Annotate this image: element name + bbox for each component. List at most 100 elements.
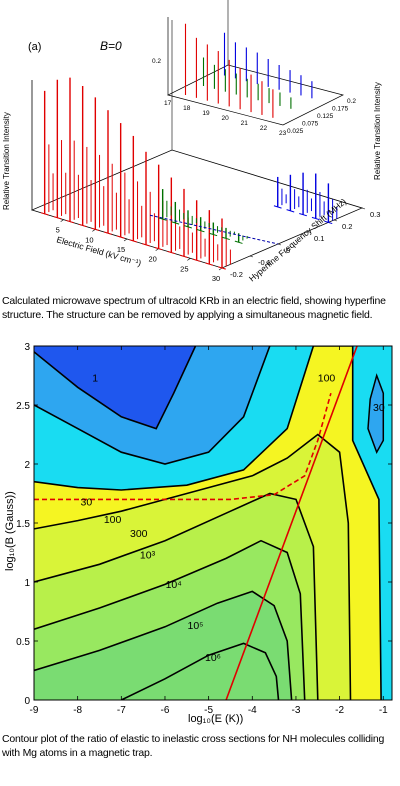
peak-base: [167, 250, 176, 255]
y-axis-label: log₁₀(B (Gauss)): [4, 491, 16, 571]
contour-label: 30: [81, 496, 93, 508]
peak-base: [78, 223, 87, 228]
peak-base: [104, 231, 112, 235]
contour-label: 10⁵: [188, 620, 204, 632]
inset-z-tick-label: 0.2: [152, 58, 161, 65]
x-tick: [60, 219, 64, 222]
x-tick-label: 5: [56, 226, 60, 235]
peak-base: [66, 219, 74, 224]
red-dashed-line: [34, 392, 332, 501]
z-axis-label: Relative Transition Intensity: [2, 112, 11, 210]
y-tick-label: 1: [24, 578, 30, 589]
y-tick: [305, 231, 310, 234]
x-tick-label: -4: [248, 705, 257, 716]
contour-label: 30: [373, 402, 385, 414]
contour-label: 10³: [140, 549, 156, 561]
panel-label: (a): [28, 41, 41, 53]
contour-line: [34, 346, 271, 465]
x-tick-label: -5: [204, 705, 213, 716]
x-tick-label: -1: [379, 705, 388, 716]
contour-plot: -9 -8 -7 -6 -5 -4 -3 -2 -1 0 0.5 1 1.5 2 2.5 3 1 100 30 30…: [4, 342, 393, 725]
y-tick-label: 0: [24, 696, 30, 707]
figure-b-caption: Contour plot of the ratio of elastic to …: [2, 733, 385, 759]
y-tick-label: 0.3: [370, 210, 380, 219]
peak-base: [222, 236, 230, 241]
y-tick-label: 1.5: [16, 519, 30, 530]
contour-line: [34, 590, 293, 700]
field-annotation: B=0: [100, 39, 122, 53]
inset-x-tick-label: 20: [222, 115, 230, 122]
y-tick-label: 0.1: [314, 234, 324, 243]
contour-label: 1: [92, 372, 98, 384]
peak-base: [154, 247, 163, 251]
fill-region: [367, 373, 385, 454]
y-tick-label: 0.5: [16, 637, 30, 648]
inset-floor-box: [167, 64, 344, 126]
contour-label: 100: [104, 514, 122, 526]
hyperfine-spectrum-3d-plot: 5 10 15 20 25 30 -0.2 -0.1 0 0.1 0.2 0.3 0.2 17 18 19 2…: [2, 0, 382, 284]
peak-base: [158, 217, 167, 221]
x-tick: [187, 258, 191, 261]
y-tick: [249, 255, 254, 258]
peak-base: [91, 227, 100, 231]
figure-a-caption: Calculated microwave spectrum of ultraco…: [2, 295, 386, 321]
contour-label: 300: [130, 528, 148, 540]
peak-base: [40, 212, 49, 216]
inset-y-tick-label: 0.075: [302, 121, 319, 128]
peak-base: [196, 229, 205, 233]
peak-base: [234, 240, 243, 244]
y-tick-label: 0.2: [342, 222, 352, 231]
x-tick: [123, 238, 128, 242]
contour-line: [34, 492, 319, 700]
inset-x-tick-label: 18: [183, 105, 191, 112]
contour-line: [34, 433, 352, 700]
x-tick-label: -2: [335, 705, 344, 716]
y-tick: [277, 243, 282, 246]
red-solid-line: [225, 346, 358, 700]
inset-y-tick-label: 0.175: [332, 106, 349, 113]
x-tick-label: 15: [117, 245, 125, 254]
y-tick-label: 2: [24, 460, 30, 471]
peak-base: [324, 220, 333, 225]
peak-base: [53, 216, 62, 220]
peak-base: [180, 254, 188, 259]
peak-base: [184, 225, 192, 229]
contour-line: [120, 642, 280, 700]
peak-base: [273, 205, 282, 209]
y-tick-label: 2.5: [16, 401, 30, 412]
inset-x-tick-label: 17: [164, 100, 172, 107]
peak-base: [129, 239, 138, 243]
contour-label: 10⁶: [205, 652, 221, 664]
x-tick-label: 25: [180, 264, 188, 273]
contour-label: 100: [318, 372, 336, 384]
peak-base: [142, 243, 150, 247]
peak-base: [205, 262, 214, 266]
y-tick: [333, 219, 338, 222]
peak-base: [311, 216, 320, 221]
floor-dashed-guide: [149, 214, 279, 245]
y-tick-label: -0.1: [258, 258, 271, 267]
y-tick-label: -0.2: [230, 270, 243, 279]
peak-base: [209, 232, 218, 237]
contour-line: [34, 346, 382, 700]
x-axis-label: log₁₀(E (K)): [188, 713, 243, 725]
inset-x-tick-label: 19: [202, 110, 210, 117]
y-tick-label: 0: [286, 246, 290, 255]
x-tick-label: 10: [85, 235, 93, 244]
peak-base: [116, 235, 125, 239]
x-tick-label: -8: [73, 705, 82, 716]
x-tick-label: 30: [212, 274, 220, 283]
contour-line: [34, 346, 197, 430]
inset-z-axis-label: Relative Transition Intensity: [373, 82, 382, 180]
inset-y-tick-label: 0.125: [317, 113, 334, 120]
y-tick: [361, 207, 366, 210]
peak-base: [286, 209, 295, 213]
peak-base: [192, 258, 201, 262]
inset-x-tick-label: 22: [260, 125, 268, 132]
peak-base: [171, 221, 180, 225]
x-tick-label: -3: [291, 705, 300, 716]
y-axis-label: Hyperfine Frequency Shift (MHz): [247, 196, 348, 283]
fill-region: [121, 643, 279, 700]
peak-base: [218, 266, 226, 270]
inset-y-tick-label: 0.025: [287, 128, 304, 135]
